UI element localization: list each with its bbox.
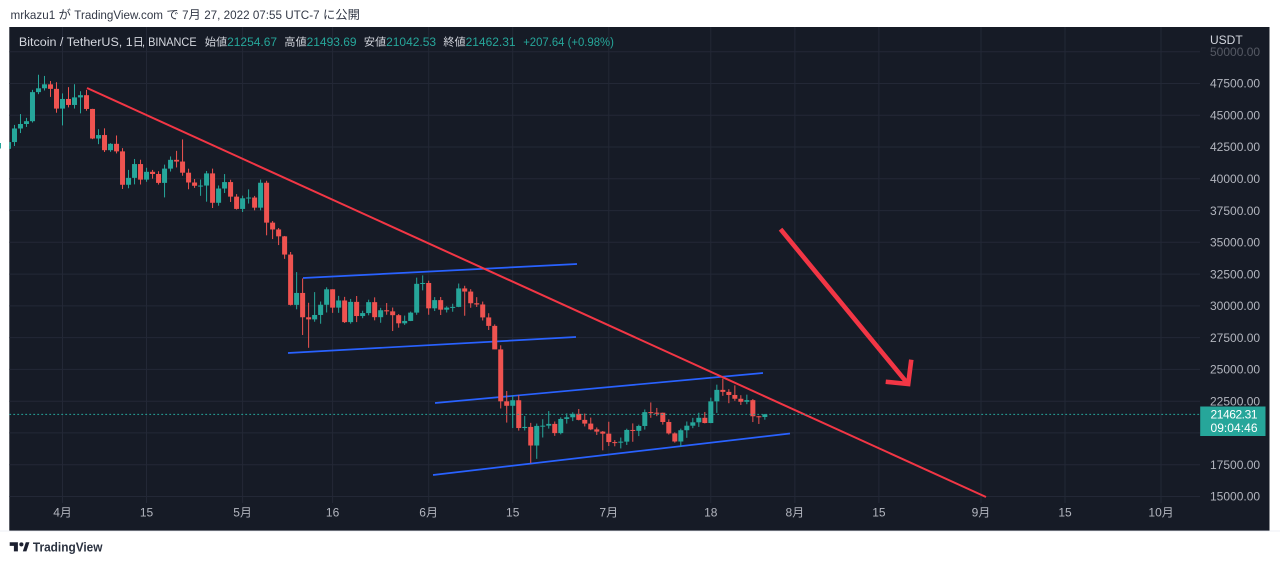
svg-text:15: 15 <box>506 506 520 520</box>
svg-text:5: 5 <box>233 506 240 520</box>
svg-text:16: 16 <box>326 506 340 520</box>
svg-text:10: 10 <box>1148 506 1162 520</box>
svg-text:21462.31: 21462.31 <box>1211 408 1258 422</box>
svg-text:TradingView.com: TradingView.com <box>74 8 163 22</box>
svg-text:45000.00: 45000.00 <box>1210 109 1260 123</box>
svg-text:22500.00: 22500.00 <box>1210 394 1260 408</box>
svg-text:mrkazu1: mrkazu1 <box>11 8 56 22</box>
svg-text:USDT: USDT <box>1210 33 1243 47</box>
svg-text:21493.69: 21493.69 <box>307 35 357 49</box>
svg-text:7: 7 <box>599 506 606 520</box>
svg-text:TradingView: TradingView <box>33 539 103 554</box>
svg-text:21042.53: 21042.53 <box>386 35 436 49</box>
svg-text:6: 6 <box>419 506 426 520</box>
svg-text:42500.00: 42500.00 <box>1210 140 1260 154</box>
svg-text:, BINANCE: , BINANCE <box>142 35 197 49</box>
svg-text:4: 4 <box>53 506 60 520</box>
svg-text:15: 15 <box>872 506 886 520</box>
svg-text:32500.00: 32500.00 <box>1210 267 1260 281</box>
svg-text:25000.00: 25000.00 <box>1210 363 1260 377</box>
svg-text:47500.00: 47500.00 <box>1210 77 1260 91</box>
svg-text:50000.00: 50000.00 <box>1210 45 1260 59</box>
svg-text:15000.00: 15000.00 <box>1210 490 1260 504</box>
svg-text:40000.00: 40000.00 <box>1210 172 1260 186</box>
svg-text:27, 2022 07:55 UTC-7: 27, 2022 07:55 UTC-7 <box>204 8 320 22</box>
svg-text:Bitcoin / TetherUS, 1: Bitcoin / TetherUS, 1 <box>19 35 133 49</box>
svg-text:35000.00: 35000.00 <box>1210 236 1260 250</box>
svg-text:21254.67: 21254.67 <box>227 35 277 49</box>
svg-text:8: 8 <box>786 506 793 520</box>
svg-text:15: 15 <box>140 506 154 520</box>
svg-text:+207.64 (+0.98%): +207.64 (+0.98%) <box>523 35 614 49</box>
svg-text:18: 18 <box>704 506 718 520</box>
svg-text:15: 15 <box>1058 506 1072 520</box>
svg-text:09:04:46: 09:04:46 <box>1211 421 1258 435</box>
svg-text:37500.00: 37500.00 <box>1210 204 1260 218</box>
svg-text:30000.00: 30000.00 <box>1210 299 1260 313</box>
svg-text:27500.00: 27500.00 <box>1210 331 1260 345</box>
svg-text:21462.31: 21462.31 <box>466 35 516 49</box>
svg-text:17500.00: 17500.00 <box>1210 458 1260 472</box>
svg-text:9: 9 <box>972 506 979 520</box>
svg-text:7: 7 <box>182 8 189 22</box>
